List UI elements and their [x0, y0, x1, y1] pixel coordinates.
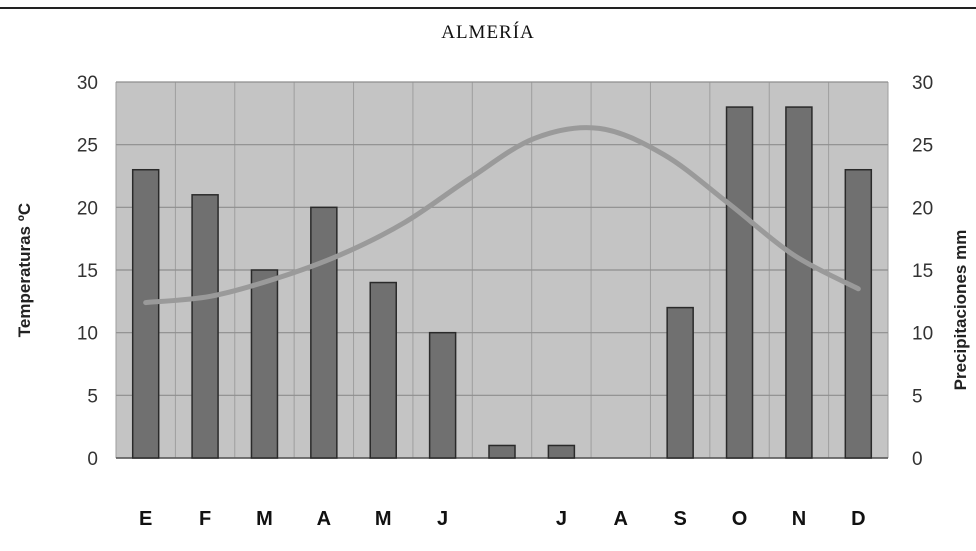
- left-tick-label: 25: [77, 136, 98, 157]
- precipitation-bar: [725, 106, 754, 459]
- precipitation-bar: [785, 106, 813, 459]
- right-tick-label: 0: [912, 449, 923, 470]
- left-tick-label: 20: [77, 198, 98, 219]
- month-label: J: [556, 508, 567, 530]
- temperature-line: [143, 125, 861, 306]
- precipitation-bar: [547, 444, 576, 459]
- temperature-curve: [143, 125, 861, 306]
- precipitation-bar: [369, 281, 397, 459]
- right-tick-label: 30: [912, 73, 933, 94]
- month-label: J: [437, 508, 448, 530]
- precipitation-bar: [250, 269, 279, 459]
- right-tick-label: 10: [912, 324, 933, 345]
- month-label: M: [256, 508, 273, 530]
- left-tick-label: 30: [77, 73, 98, 94]
- precipitation-bar: [131, 168, 160, 459]
- precipitation-bar: [844, 168, 873, 459]
- grid-lines: [115, 81, 889, 459]
- month-label: N: [792, 508, 806, 530]
- left-tick-label: 10: [77, 324, 98, 345]
- precipitation-bar: [428, 331, 457, 459]
- chart-title: ALMERÍA: [441, 22, 535, 43]
- month-label: E: [139, 508, 152, 530]
- month-label: O: [732, 508, 748, 530]
- left-tick-label: 15: [77, 261, 98, 282]
- month-label: M: [375, 508, 392, 530]
- precipitation-bar: [310, 206, 338, 459]
- precipitation-bars: [131, 106, 873, 459]
- month-label: S: [673, 508, 686, 530]
- left-tick-label: 0: [87, 449, 98, 470]
- left-tick-label: 5: [87, 386, 98, 407]
- precipitation-bar: [191, 194, 219, 459]
- top-rule: [0, 7, 976, 9]
- month-label: A: [614, 508, 628, 530]
- right-tick-label: 25: [912, 136, 933, 157]
- month-label: D: [851, 508, 865, 530]
- right-tick-label: 5: [912, 386, 923, 407]
- precipitation-bar: [666, 306, 694, 459]
- right-axis-title: Precipitaciones mm: [951, 230, 970, 391]
- precipitation-bar: [488, 444, 516, 459]
- right-tick-label: 15: [912, 261, 933, 282]
- month-label: F: [199, 508, 211, 530]
- month-label: A: [317, 508, 331, 530]
- left-axis-ticks: 0 5 10 15 20 25 30: [77, 73, 98, 470]
- right-tick-label: 20: [912, 198, 933, 219]
- right-axis-ticks: 0 5 10 15 20 25 30: [912, 73, 933, 470]
- left-axis-title: Temperaturas ºC: [15, 203, 34, 337]
